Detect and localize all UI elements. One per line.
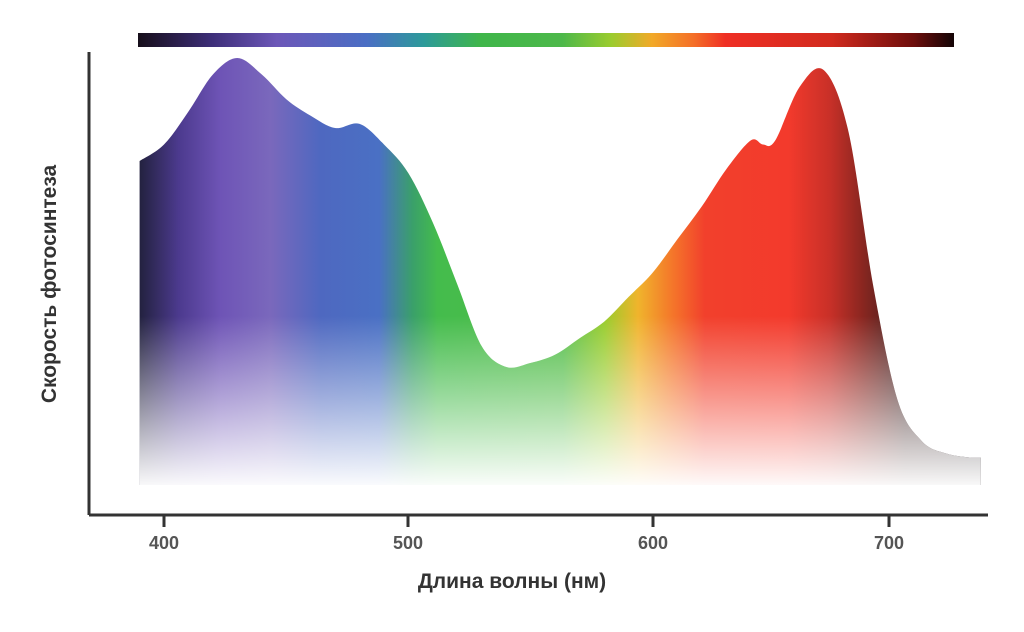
x-tick-label-500: 500 xyxy=(393,533,423,553)
x-ticks: 400 500 600 700 xyxy=(149,515,904,553)
spectrum-bar xyxy=(138,33,954,47)
x-tick-label-400: 400 xyxy=(149,533,179,553)
absorption-area xyxy=(139,58,981,485)
x-axis-title: Длина волны (нм) xyxy=(418,570,606,593)
x-tick-label-600: 600 xyxy=(638,533,668,553)
x-tick-label-700: 700 xyxy=(874,533,904,553)
y-axis-title: Скорость фотосинтеза xyxy=(38,165,61,404)
